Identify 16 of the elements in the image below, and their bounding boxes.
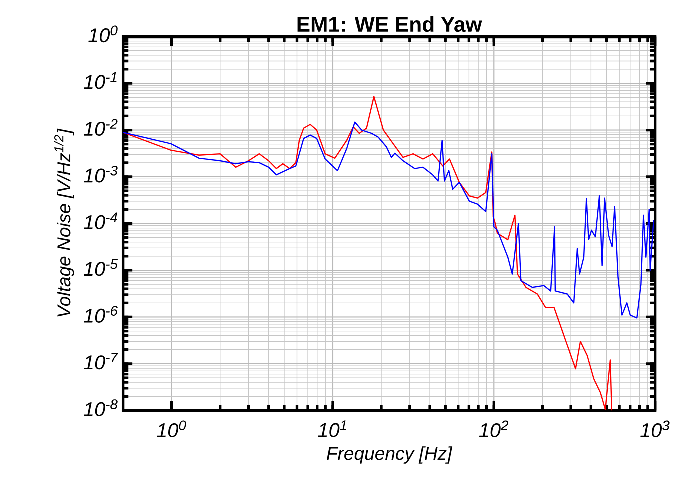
y-tick-label: 10$^{-5}$: [84, 259, 118, 276]
y-tick-label: 10$^{-2}$: [84, 119, 118, 136]
x-tick-label: 10$^{3}$: [640, 420, 670, 438]
y-tick-label: 10$^{-7}$: [84, 352, 118, 370]
x-tick-label: 10$^{0}$: [157, 420, 186, 438]
y-axis-title: Voltage Noise [V/Hz$^{1/2}$]: [54, 128, 74, 317]
x-tick-label: 10$^{1}$: [318, 420, 346, 438]
y-tick-label: 10$^{-1}$: [84, 72, 117, 90]
y-tick-label: 10$^{-6}$: [84, 306, 118, 323]
chart-title: EM1: WE End Yaw: [298, 16, 482, 32]
y-tick-label: 10$^{-3}$: [84, 166, 118, 183]
y-tick-label: 10$^{-8}$: [84, 400, 118, 416]
x-axis-title: Frequency [Hz]: [326, 446, 453, 464]
y-tick-label: 10$^{0}$: [88, 26, 118, 42]
x-tick-label: 10$^{2}$: [479, 420, 509, 438]
y-tick-label: 10$^{-4}$: [84, 212, 118, 230]
